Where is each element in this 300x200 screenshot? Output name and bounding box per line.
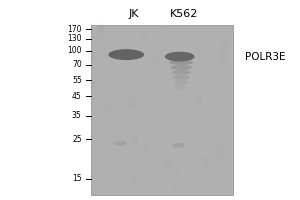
Text: 35: 35 (72, 111, 82, 120)
Ellipse shape (132, 134, 137, 145)
Ellipse shape (173, 75, 190, 80)
Text: 100: 100 (67, 46, 82, 55)
Text: 130: 130 (67, 34, 82, 43)
Ellipse shape (220, 50, 226, 65)
Text: 55: 55 (72, 76, 82, 85)
Ellipse shape (166, 157, 172, 170)
Ellipse shape (169, 60, 193, 65)
Ellipse shape (172, 70, 191, 75)
Ellipse shape (144, 145, 148, 153)
Ellipse shape (108, 49, 144, 60)
Ellipse shape (132, 174, 136, 183)
Text: JK: JK (128, 9, 139, 19)
Ellipse shape (174, 80, 188, 85)
Ellipse shape (203, 158, 208, 168)
Ellipse shape (175, 85, 187, 90)
Ellipse shape (170, 65, 192, 70)
Ellipse shape (165, 52, 195, 62)
Text: 25: 25 (72, 135, 82, 144)
Text: 45: 45 (72, 92, 82, 101)
Ellipse shape (100, 24, 103, 30)
Ellipse shape (88, 50, 94, 63)
Ellipse shape (97, 27, 103, 40)
Ellipse shape (197, 95, 201, 104)
Ellipse shape (114, 141, 126, 146)
Text: 15: 15 (72, 174, 82, 183)
Text: POLR3E: POLR3E (245, 52, 286, 62)
Bar (91, 25, 233, 195)
Text: 70: 70 (72, 60, 82, 69)
Ellipse shape (142, 28, 146, 39)
Text: 170: 170 (67, 24, 82, 33)
Text: K562: K562 (170, 9, 198, 19)
Ellipse shape (172, 143, 184, 148)
